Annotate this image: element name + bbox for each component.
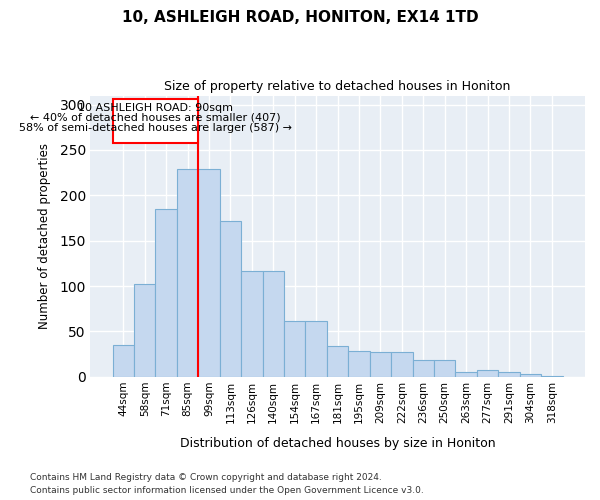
- Title: Size of property relative to detached houses in Honiton: Size of property relative to detached ho…: [164, 80, 511, 93]
- Bar: [284, 320, 305, 377]
- Bar: [498, 372, 520, 377]
- Bar: [241, 270, 263, 377]
- Bar: [391, 352, 413, 377]
- Text: Contains HM Land Registry data © Crown copyright and database right 2024.
Contai: Contains HM Land Registry data © Crown c…: [30, 474, 424, 495]
- Bar: [477, 370, 498, 377]
- Bar: [370, 352, 391, 377]
- Bar: [220, 221, 241, 377]
- Bar: [455, 372, 477, 377]
- Text: 10 ASHLEIGH ROAD: 90sqm: 10 ASHLEIGH ROAD: 90sqm: [78, 103, 233, 113]
- Bar: [155, 209, 177, 377]
- FancyBboxPatch shape: [113, 99, 198, 142]
- Text: 10, ASHLEIGH ROAD, HONITON, EX14 1TD: 10, ASHLEIGH ROAD, HONITON, EX14 1TD: [122, 10, 478, 25]
- Bar: [520, 374, 541, 377]
- Bar: [263, 270, 284, 377]
- Text: 58% of semi-detached houses are larger (587) →: 58% of semi-detached houses are larger (…: [19, 123, 292, 133]
- Bar: [134, 284, 155, 377]
- Bar: [198, 169, 220, 377]
- Bar: [327, 346, 348, 377]
- Bar: [177, 169, 198, 377]
- Text: ← 40% of detached houses are smaller (407): ← 40% of detached houses are smaller (40…: [30, 113, 281, 123]
- X-axis label: Distribution of detached houses by size in Honiton: Distribution of detached houses by size …: [180, 437, 496, 450]
- Bar: [305, 320, 327, 377]
- Bar: [434, 360, 455, 377]
- Y-axis label: Number of detached properties: Number of detached properties: [38, 143, 51, 329]
- Bar: [113, 345, 134, 377]
- Bar: [348, 352, 370, 377]
- Bar: [413, 360, 434, 377]
- Bar: [541, 376, 563, 377]
